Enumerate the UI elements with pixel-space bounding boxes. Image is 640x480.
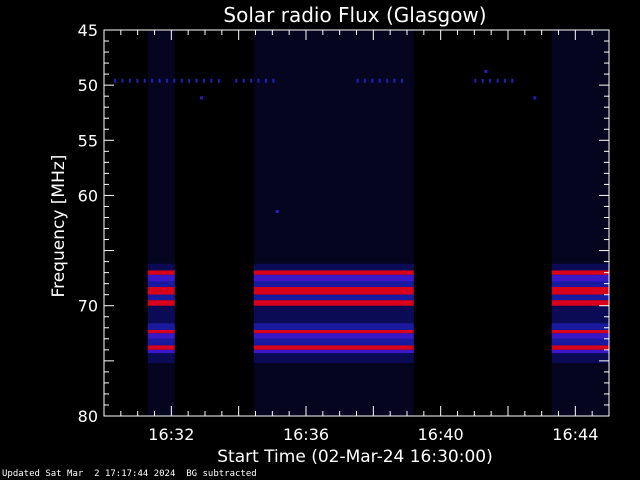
segment-2-band-11 [253, 345, 414, 350]
trace-dot [242, 78, 245, 83]
segment-1-band-5 [147, 294, 175, 301]
segment-1-band-2 [147, 274, 175, 282]
trace-dot [158, 78, 161, 83]
y-tick-label: 70 [78, 297, 98, 316]
trace-dot [393, 78, 396, 83]
x-tick-label: 16:44 [552, 425, 598, 444]
axes: 45 50 55 60 70 80 16:32 16:36 16:40 16:44 [78, 21, 610, 444]
x-tick-label: 16:36 [283, 425, 329, 444]
trace-dot [264, 78, 267, 83]
trace-dot [257, 78, 260, 83]
y-tick-label: 80 [78, 407, 98, 426]
y-tick-label: 60 [78, 186, 98, 205]
segment-2-band-5 [253, 294, 414, 301]
interference-traces [114, 69, 537, 213]
trace-dot [496, 78, 499, 83]
y-axis-label: Frequency [MHz] [49, 155, 69, 298]
x-tick-label: 16:40 [418, 425, 464, 444]
trace-point [484, 69, 488, 73]
trace-dot [356, 78, 359, 83]
segment-1-band-6 [147, 300, 175, 306]
trace-dot [272, 78, 275, 83]
trace-point [199, 96, 203, 100]
x-axis-label: Start Time (02-Mar-24 16:30:00) [217, 447, 492, 467]
trace-dot [511, 78, 514, 83]
segment-2-band-12 [253, 349, 414, 354]
segment-3-band-9 [551, 333, 609, 339]
trace-dot [217, 78, 220, 83]
trace-dot [202, 78, 205, 83]
trace-dot [180, 78, 183, 83]
segment-3-band-6 [551, 300, 609, 306]
footer: Updated Sat Mar 2 17:17:44 2024 BG subtr… [2, 469, 257, 480]
trace-dot [474, 78, 477, 83]
segment-3-band-5 [551, 294, 609, 301]
segment-3-band-12 [551, 349, 609, 354]
trace-dot [210, 78, 213, 83]
segment-2-band-9 [253, 333, 414, 339]
trace-dot [151, 78, 154, 83]
trace-dot [128, 78, 131, 83]
segment-2-band-10 [253, 338, 414, 346]
trace-dot [173, 78, 176, 83]
segment-1-band-12 [147, 349, 175, 354]
segment-3-band-7 [551, 323, 609, 330]
segment-1-band-1 [147, 270, 175, 275]
segment-3-band-3 [551, 281, 609, 287]
trace-point [275, 209, 279, 213]
emission-segments [147, 30, 609, 416]
updated-timestamp: Updated Sat Mar 2 17:17:44 2024 [2, 469, 176, 479]
segment-2-band-6 [253, 300, 414, 306]
trace-dot [371, 78, 374, 83]
segment-2-band-3 [253, 281, 414, 287]
x-tick-label: 16:32 [148, 425, 194, 444]
trace-dot [503, 78, 506, 83]
y-tick-label: 45 [78, 21, 98, 40]
trace-dot [363, 78, 366, 83]
segment-3-band-4 [551, 286, 609, 295]
segment-2-band-1 [253, 270, 414, 275]
segment-1-band-7 [147, 323, 175, 330]
trace-dot [378, 78, 381, 83]
trace-dot [121, 78, 124, 83]
segment-3-band-8 [551, 329, 609, 334]
segment-1-band-9 [147, 333, 175, 339]
trace-dot [165, 78, 168, 83]
segment-2-band-7 [253, 323, 414, 330]
segment-1-band-10 [147, 338, 175, 346]
segment-2-band-2 [253, 274, 414, 282]
segment-3-band-1 [551, 270, 609, 275]
trace-dot [400, 78, 403, 83]
trace-dot [136, 78, 139, 83]
trace-dot [386, 78, 389, 83]
segment-1-band-11 [147, 345, 175, 350]
segment-2-band-8 [253, 329, 414, 334]
trace-dot [481, 78, 484, 83]
trace-dot [114, 78, 117, 83]
y-tick-label: 50 [78, 76, 98, 95]
trace-dot [195, 78, 198, 83]
segment-3-band-10 [551, 338, 609, 346]
trace-dot [489, 78, 492, 83]
segment-1-band-4 [147, 286, 175, 295]
trace-dot [143, 78, 146, 83]
chart-title: Solar radio Flux (Glasgow) [223, 3, 486, 27]
trace-dot [250, 78, 253, 83]
segment-1-band-3 [147, 281, 175, 287]
y-tick-label: 55 [78, 131, 98, 150]
segment-1-band-8 [147, 329, 175, 334]
segment-3-band-2 [551, 274, 609, 282]
trace-point [533, 96, 537, 100]
trace-dot [188, 78, 191, 83]
trace-dot [235, 78, 238, 83]
segment-2-band-4 [253, 286, 414, 295]
segment-3-band-11 [551, 345, 609, 350]
bg-note: BG subtracted [186, 469, 257, 479]
